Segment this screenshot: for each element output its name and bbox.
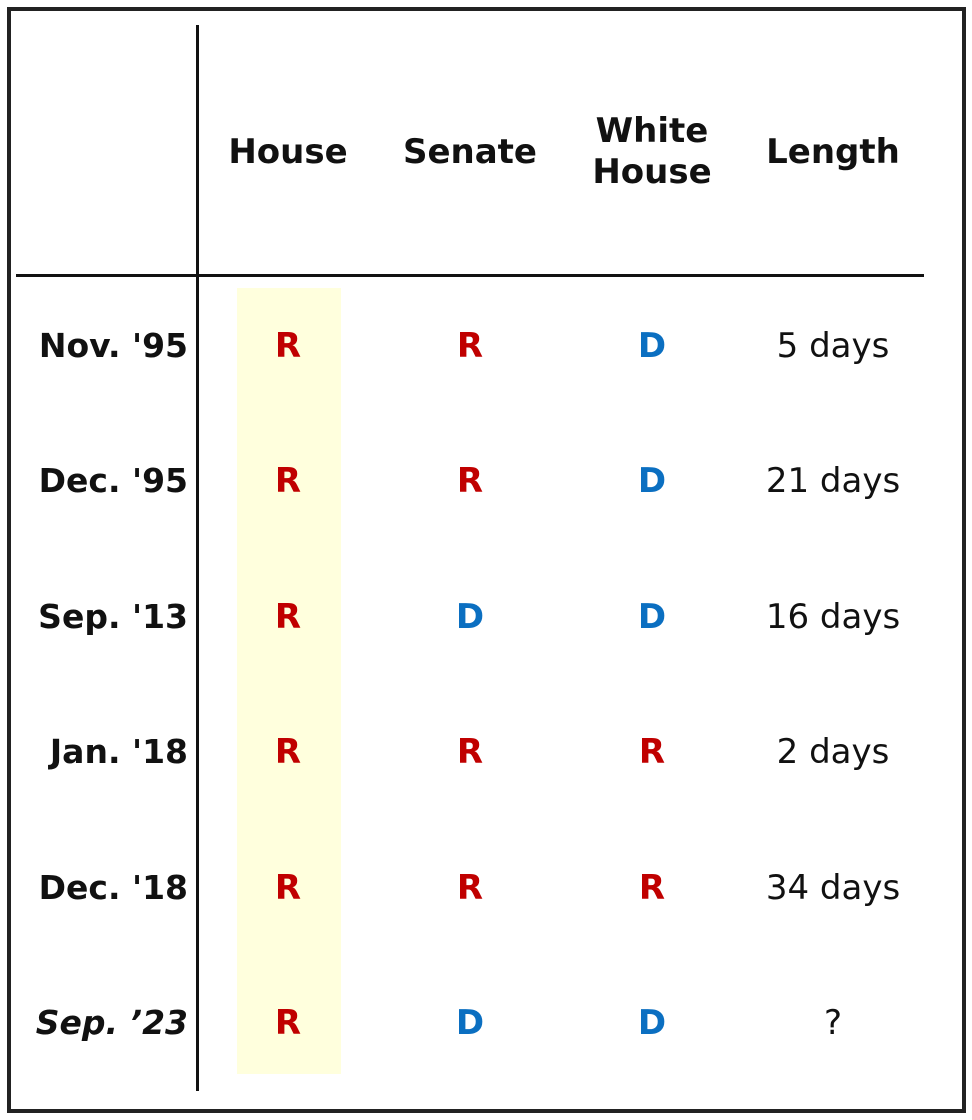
party-cell: R <box>274 731 302 772</box>
length: 5 days <box>776 325 890 366</box>
party-cell: R <box>274 867 302 908</box>
length: 21 days <box>765 460 901 501</box>
frame <box>7 7 966 1113</box>
party-cell: D <box>637 325 667 366</box>
party-cell: R <box>274 325 302 366</box>
divider <box>196 25 199 1091</box>
party-cell: R <box>638 731 666 772</box>
party-cell: R <box>274 596 302 637</box>
party-cell: D <box>637 596 667 637</box>
row-label: Nov. '95 <box>38 326 188 366</box>
divider <box>16 274 924 277</box>
party-cell: R <box>456 325 484 366</box>
row-label: Sep. ’23 <box>35 1003 188 1043</box>
party-cell: R <box>456 731 484 772</box>
party-cell: D <box>455 596 485 637</box>
party-cell: R <box>274 460 302 501</box>
party-cell: R <box>456 460 484 501</box>
length: ? <box>823 1002 843 1043</box>
length: 16 days <box>765 596 901 637</box>
party-cell: D <box>637 460 667 501</box>
row-label: Sep. '13 <box>38 597 188 637</box>
row-label: Jan. '18 <box>49 732 188 772</box>
column-header: House <box>228 131 348 172</box>
column-header: Length <box>766 131 900 172</box>
row-label: Dec. '95 <box>38 461 188 501</box>
row-label: Dec. '18 <box>38 868 188 908</box>
length: 34 days <box>765 867 901 908</box>
length: 2 days <box>776 731 890 772</box>
party-cell: D <box>455 1002 485 1043</box>
column-header: Senate <box>402 131 537 172</box>
column-header: White House <box>592 111 712 192</box>
party-cell: R <box>638 867 666 908</box>
party-cell: R <box>456 867 484 908</box>
highlight <box>237 288 341 1074</box>
party-cell: R <box>274 1002 302 1043</box>
party-cell: D <box>637 1002 667 1043</box>
